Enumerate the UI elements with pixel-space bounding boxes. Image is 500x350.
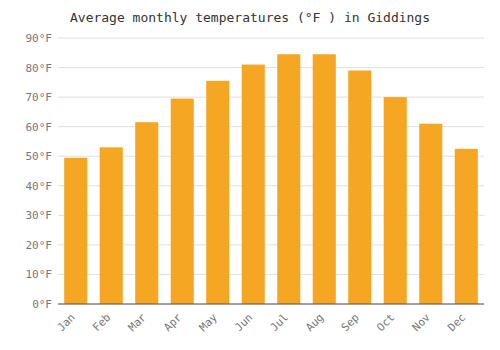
x-tick-label: Jul	[268, 311, 291, 334]
x-tick-label: May	[197, 311, 221, 335]
x-tick-label: Sep	[339, 311, 362, 334]
bar	[206, 81, 229, 304]
x-tick-label: Feb	[90, 311, 113, 334]
x-tick-label: Aug	[303, 311, 326, 334]
bar	[100, 147, 123, 304]
x-tick-label: Oct	[374, 311, 397, 334]
y-tick-label: 0°F	[32, 298, 52, 311]
bar	[135, 122, 158, 304]
title: Average monthly temperatures (°F ) in Gi…	[70, 10, 430, 25]
x-tick-label: Jan	[55, 311, 78, 334]
x-tick-label: Apr	[161, 311, 185, 335]
bar	[64, 158, 87, 304]
y-tick-label: 90°F	[26, 32, 53, 45]
grid-line	[58, 38, 484, 39]
grid-line	[58, 67, 484, 68]
x-tick-label: Nov	[410, 311, 434, 335]
bar	[277, 54, 300, 304]
y-tick-label: 40°F	[26, 180, 53, 193]
y-tick-label: 10°F	[26, 268, 53, 281]
bar	[242, 65, 265, 304]
bars	[64, 54, 478, 304]
y-tick-label: 50°F	[26, 150, 53, 163]
bar	[455, 149, 478, 304]
bar	[419, 124, 442, 304]
bar	[313, 54, 336, 304]
x-axis-line	[58, 304, 484, 305]
x-tick-label: Mar	[126, 311, 150, 335]
y-tick-label: 60°F	[26, 121, 53, 134]
x-tick-label: Dec	[445, 311, 468, 334]
grid-line	[58, 97, 484, 98]
y-tick-label: 80°F	[26, 62, 53, 75]
grid	[58, 38, 484, 304]
y-tick-label: 30°F	[26, 209, 53, 222]
bar	[171, 99, 194, 304]
chart: Average monthly temperatures (°F ) in Gi…	[0, 0, 500, 350]
bar	[348, 71, 371, 304]
x-tick-label: Jun	[232, 311, 255, 334]
y-tick-label: 20°F	[26, 239, 53, 252]
grid-line	[58, 304, 484, 305]
bar	[384, 97, 407, 304]
y-tick-label: 70°F	[26, 91, 53, 104]
